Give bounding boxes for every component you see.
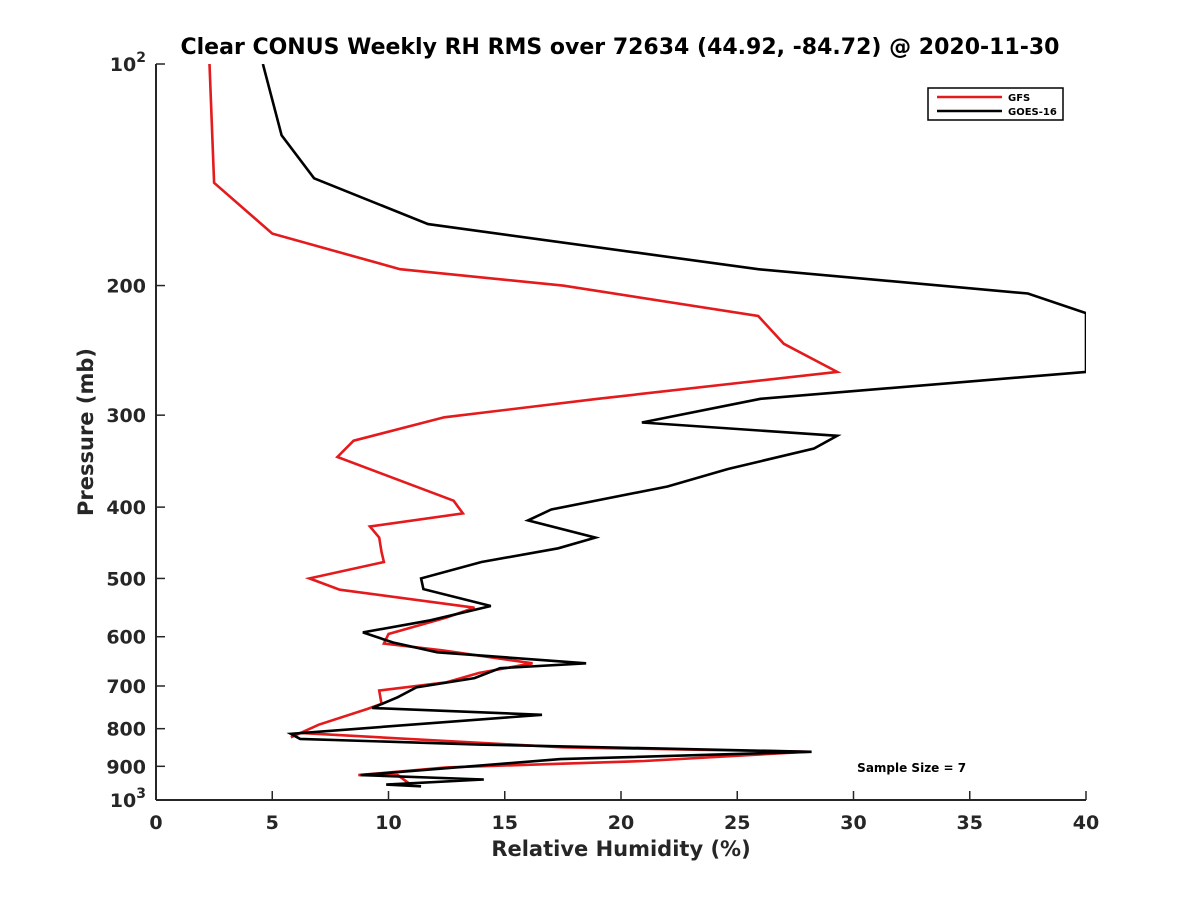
x-tick-label: 20 xyxy=(608,812,634,834)
y-tick-label: 700 xyxy=(106,676,146,698)
legend-box xyxy=(927,87,1064,121)
x-tick-label: 30 xyxy=(840,812,866,834)
legend-label-gfs: GFS xyxy=(1008,93,1030,104)
y-tick-label: 800 xyxy=(106,719,146,741)
series-layer xyxy=(208,64,1086,788)
y-tick-label: 102 xyxy=(110,50,146,76)
x-tick-label: 35 xyxy=(957,812,983,834)
y-tick-label: 600 xyxy=(106,627,146,649)
y-tick-label: 103 xyxy=(110,786,146,812)
x-tick-label: 10 xyxy=(375,812,401,834)
y-tick-label: 400 xyxy=(106,497,146,519)
y-tick-label: 500 xyxy=(106,568,146,590)
legend-label-goes16: GOES-16 xyxy=(1008,107,1057,118)
x-axis-ticks: 0 5 10 15 20 25 30 35 40 xyxy=(149,791,1099,834)
x-tick-label: 15 xyxy=(492,812,518,834)
y-tick-label: 900 xyxy=(106,756,146,778)
y-axis-label: Pressure (mb) xyxy=(74,348,98,516)
y-tick-label: 300 xyxy=(106,405,146,427)
series-line-gfs xyxy=(208,64,842,787)
x-tick-label: 5 xyxy=(266,812,279,834)
x-tick-label: 0 xyxy=(149,812,162,834)
x-tick-label: 40 xyxy=(1073,812,1099,834)
chart-title: Clear CONUS Weekly RH RMS over 72634 (44… xyxy=(181,35,1060,60)
legend: GFS GOES-16 xyxy=(927,87,1064,121)
series-line-goes16 xyxy=(261,64,1086,788)
x-axis-label: Relative Humidity (%) xyxy=(491,837,750,861)
y-tick-label: 200 xyxy=(106,276,146,298)
sample-size-annotation: Sample Size = 7 xyxy=(857,761,966,775)
y-axis-ticks: 102 200 300 400 500 600 700 800 900 103 xyxy=(106,50,165,812)
x-tick-label: 25 xyxy=(724,812,750,834)
